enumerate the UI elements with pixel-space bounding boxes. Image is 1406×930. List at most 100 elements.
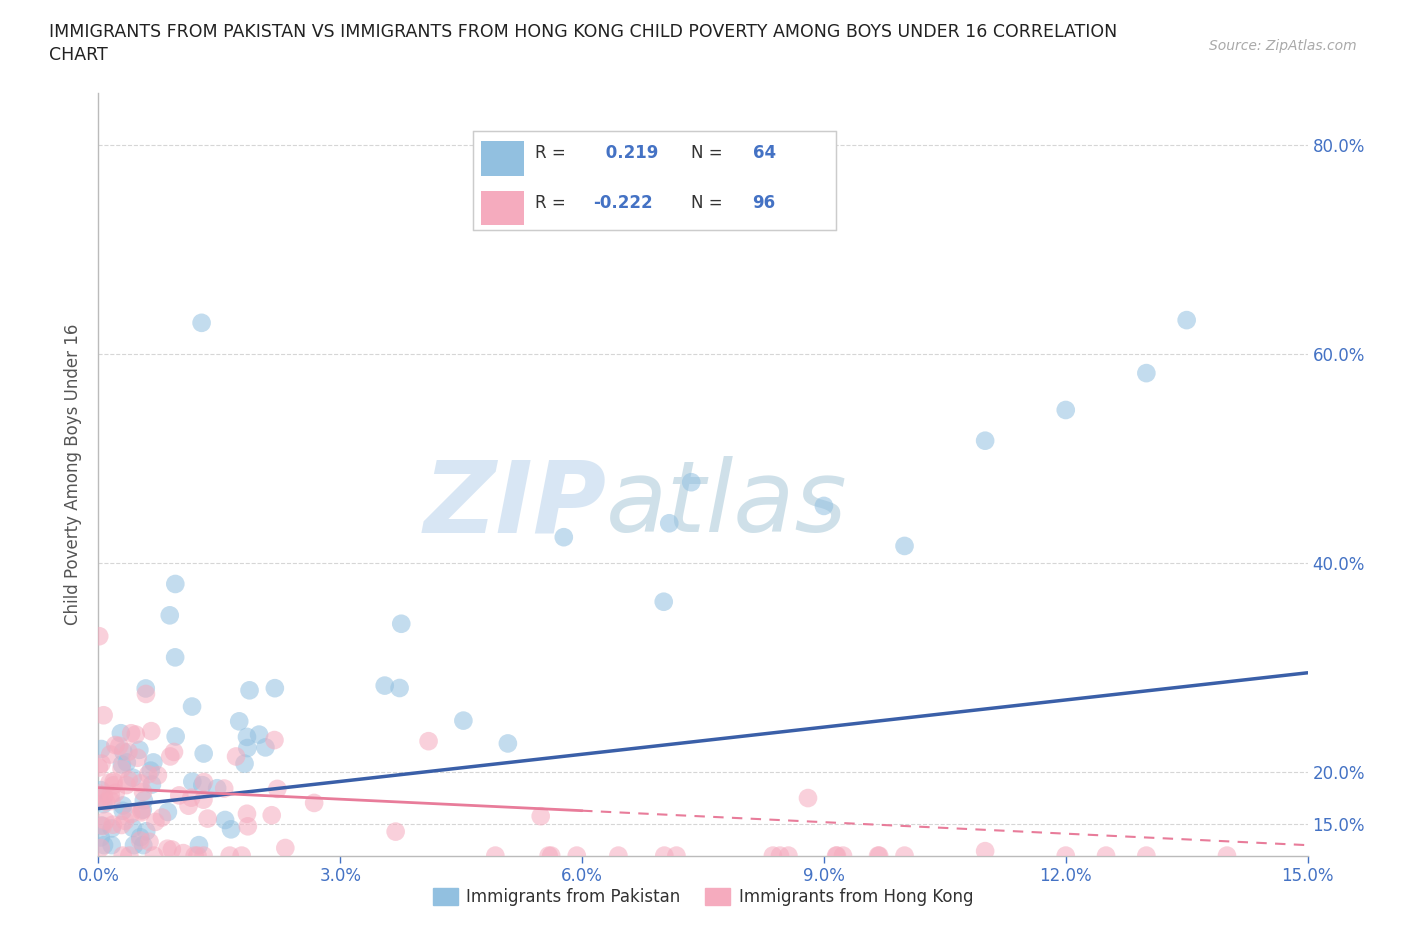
Point [797, 790, 820, 805]
Point [160, 842, 183, 857]
Point [125, 727, 148, 742]
Point [186, 848, 208, 863]
Point [87, 760, 110, 775]
Text: atlas: atlas [606, 457, 848, 553]
Text: CHART: CHART [49, 46, 108, 64]
Point [193, 746, 215, 761]
Point [236, 740, 259, 755]
Point [205, 781, 228, 796]
Point [212, 781, 235, 796]
Y-axis label: Child Poverty Among Boys Under 16: Child Poverty Among Boys Under 16 [65, 324, 83, 625]
Point [132, 838, 155, 853]
Point [90, 830, 112, 844]
Point [129, 776, 152, 790]
Point [565, 848, 588, 863]
Point [832, 848, 855, 863]
Point [114, 814, 136, 829]
Point [530, 809, 553, 824]
Point [135, 686, 157, 701]
Point [1175, 312, 1198, 327]
Point [100, 838, 122, 853]
Point [100, 821, 122, 836]
Point [90, 818, 112, 833]
Point [540, 848, 562, 863]
Point [263, 681, 285, 696]
Point [453, 713, 475, 728]
Point [98, 747, 121, 762]
Point [1054, 403, 1077, 418]
Point [110, 762, 132, 777]
Point [169, 788, 191, 803]
Point [537, 848, 560, 863]
Point [260, 808, 283, 823]
Point [247, 727, 270, 742]
Point [103, 774, 125, 789]
Point [159, 749, 181, 764]
Point [191, 777, 214, 792]
Point [266, 781, 288, 796]
Point [190, 315, 212, 330]
Point [418, 734, 440, 749]
Point [101, 817, 124, 832]
Point [165, 729, 187, 744]
Point [274, 841, 297, 856]
Point [225, 749, 247, 764]
Point [132, 784, 155, 799]
Point [87, 786, 110, 801]
Point [665, 848, 688, 863]
Point [1054, 848, 1077, 863]
Point [868, 848, 890, 863]
Point [165, 577, 187, 591]
Point [384, 824, 406, 839]
Point [143, 848, 166, 863]
Point [228, 714, 250, 729]
Point [231, 848, 253, 863]
Point [111, 798, 134, 813]
Point [120, 806, 142, 821]
Text: Source: ZipAtlas.com: Source: ZipAtlas.com [1209, 39, 1357, 53]
Point [131, 804, 153, 818]
Point [132, 803, 155, 817]
Point [193, 775, 215, 790]
Point [93, 708, 115, 723]
Point [607, 848, 630, 863]
Point [188, 838, 211, 853]
Point [121, 770, 143, 785]
Point [219, 822, 242, 837]
Point [118, 848, 141, 863]
Point [163, 745, 186, 760]
Point [236, 819, 259, 834]
Point [93, 789, 115, 804]
Point [146, 768, 169, 783]
Point [111, 804, 134, 818]
Point [374, 678, 396, 693]
Point [165, 650, 187, 665]
Point [1135, 848, 1157, 863]
Text: IMMIGRANTS FROM PAKISTAN VS IMMIGRANTS FROM HONG KONG CHILD POVERTY AMONG BOYS U: IMMIGRANTS FROM PAKISTAN VS IMMIGRANTS F… [49, 23, 1118, 41]
Point [236, 729, 259, 744]
Point [681, 475, 703, 490]
Point [652, 594, 675, 609]
Point [94, 814, 117, 829]
Point [214, 813, 236, 828]
Point [263, 733, 285, 748]
Point [388, 681, 411, 696]
Point [652, 848, 675, 863]
Point [100, 787, 122, 802]
Point [110, 817, 132, 832]
Point [172, 845, 194, 860]
Point [90, 841, 112, 856]
Point [193, 848, 215, 863]
Point [825, 848, 848, 863]
Point [150, 810, 173, 825]
Point [89, 629, 111, 644]
Point [778, 848, 800, 863]
Point [302, 795, 325, 810]
Point [1135, 365, 1157, 380]
Point [141, 777, 163, 792]
Point [553, 530, 575, 545]
Point [893, 848, 915, 863]
Point [233, 756, 256, 771]
Point [112, 744, 135, 759]
Point [135, 681, 157, 696]
